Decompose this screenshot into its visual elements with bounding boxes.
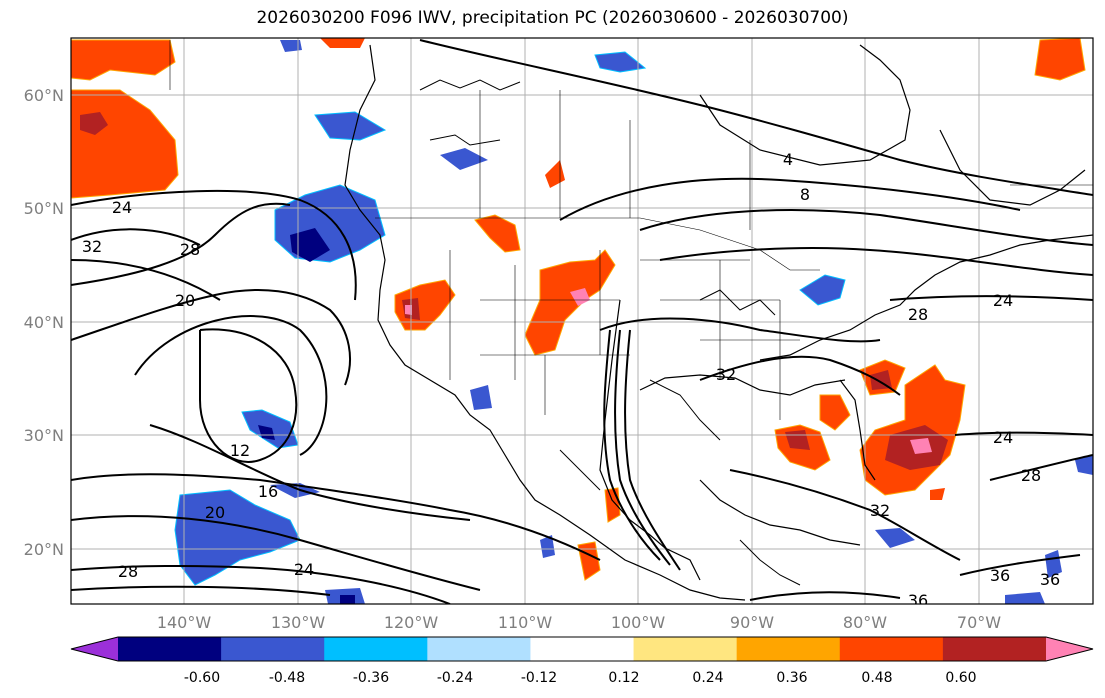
contour-label-24: 24 [112,198,132,217]
colorbar-extend-low [71,637,118,661]
contour-label-32b: 32 [870,501,890,520]
contour-label-28: 28 [180,240,200,259]
iwv-contour-labels: 24 32 28 20 12 16 20 28 24 4 8 24 28 32 … [82,150,1060,610]
contour-label-36b: 36 [908,591,928,610]
lon-label-70w: 70°W [957,613,1001,632]
colorbar-segment [427,637,531,661]
lat-label-40n: 40°N [24,313,64,332]
lat-label-20n: 20°N [24,540,64,559]
contour-label-16: 16 [258,482,278,501]
contour-label-8: 8 [800,185,810,204]
colorbar-segment [633,637,738,661]
contour-label-24d: 24 [993,428,1013,447]
colorbar-tick-label: -0.36 [353,670,389,686]
lon-label-120w: 120°W [384,613,439,632]
colorbar-segment [221,637,325,661]
colorbar-tick-label: -0.60 [184,670,220,686]
lat-label-60n: 60°N [24,86,64,105]
colorbar-tick-label: 0.60 [945,670,976,686]
lon-label-90w: 90°W [730,613,774,632]
colorbar-segment [839,637,944,661]
contour-label-32: 32 [716,365,736,384]
lon-label-130w: 130°W [271,613,326,632]
lon-label-110w: 110°W [498,613,553,632]
colorbar-tick-label: -0.48 [269,670,305,686]
lat-label-30n: 30°N [24,426,64,445]
lon-label-100w: 100°W [611,613,666,632]
coastlines [344,44,1093,601]
contour-label-36: 36 [990,566,1010,585]
longitude-labels: 140°W 130°W 120°W 110°W 100°W 90°W 80°W … [157,613,1001,632]
contour-label-24b: 24 [294,560,314,579]
coastline-detail [419,79,801,586]
iwv-contours [71,39,1093,604]
contour-label-20: 20 [175,291,195,310]
colorbar-tick-label: 0.12 [608,670,639,686]
colorbar-tick-label: -0.12 [521,670,557,686]
colorbar-tick-label: 0.36 [776,670,807,686]
map-title: 2026030200 F096 IWV, precipitation PC (2… [256,8,849,28]
contour-label-28d: 28 [1021,466,1041,485]
colorbar-segment [736,637,841,661]
contour-label-4: 4 [783,150,793,169]
lon-label-80w: 80°W [843,613,887,632]
contour-label-28b: 28 [118,562,138,581]
colorbar-outline [70,636,1094,662]
colorbar [70,636,1094,662]
precip-anomaly-fills [71,38,1093,604]
contour-label-20b: 20 [205,503,225,522]
map-frame [70,37,1094,605]
lon-label-140w: 140°W [157,613,212,632]
colorbar-segment [942,637,1047,661]
contour-label-24c: 24 [993,291,1013,310]
colorbar-tick-label: 0.48 [861,670,892,686]
colorbar-segment [324,637,428,661]
colorbar-segment [118,637,222,661]
latitude-labels: 60°N 50°N 40°N 30°N 20°N [24,86,64,559]
political-borders [169,40,1093,420]
contour-label-32: 32 [82,237,102,256]
contour-label-36c: 36 [1040,570,1060,589]
colorbar-extend-high [1046,637,1093,661]
lat-label-50n: 50°N [24,199,64,218]
colorbar-tick-label: 0.24 [692,670,723,686]
colorbar-segment [530,637,635,661]
colorbar-tick-label: -0.24 [437,670,473,686]
contour-label-28c: 28 [908,305,928,324]
colorbar-ticks: -0.60 -0.48 -0.36 -0.24 -0.12 0.12 0.24 … [184,670,977,686]
contour-label-12: 12 [230,441,250,460]
